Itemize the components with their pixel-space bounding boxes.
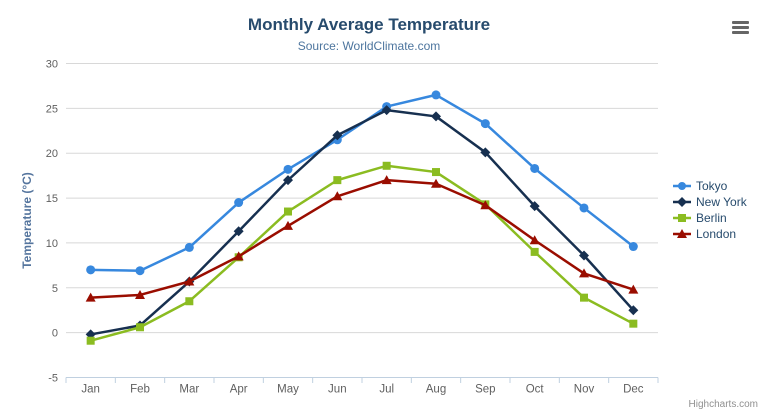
- circle-series-marker-icon: [673, 182, 691, 190]
- svg-text:Feb: Feb: [130, 384, 150, 396]
- hamburger-menu-icon: [732, 21, 749, 24]
- x-axis-labels: Jan Feb Mar Apr May Jun Jul Aug Sep Oct Nov Dec: [81, 384, 643, 396]
- series-london: [85, 175, 639, 302]
- svg-text:May: May: [277, 384, 299, 396]
- legend-label: Berlin: [696, 211, 727, 225]
- square-series-marker-icon: [673, 214, 691, 222]
- svg-text:30: 30: [46, 59, 58, 71]
- export-menu-button[interactable]: [731, 20, 750, 36]
- credits-link[interactable]: Highcharts.com: [688, 399, 758, 410]
- svg-text:5: 5: [52, 283, 58, 295]
- svg-text:0: 0: [52, 328, 58, 340]
- series-tokyo: [86, 90, 638, 276]
- svg-text:Jul: Jul: [379, 384, 394, 396]
- svg-text:Mar: Mar: [179, 384, 199, 396]
- legend-item-tokyo[interactable]: Tokyo: [672, 178, 747, 194]
- svg-text:Dec: Dec: [623, 384, 644, 396]
- hamburger-menu-icon: [732, 26, 749, 29]
- svg-text:15: 15: [46, 193, 58, 205]
- series-new-york: [85, 105, 639, 340]
- svg-text:10: 10: [46, 238, 58, 250]
- chart-title: Monthly Average Temperature: [247, 15, 491, 34]
- svg-text:Aug: Aug: [426, 384, 446, 396]
- x-axis: [65, 377, 659, 383]
- y-axis-title: Temperature (°C): [20, 172, 34, 269]
- svg-text:Nov: Nov: [574, 384, 595, 396]
- series-berlin: [86, 161, 638, 345]
- svg-text:Apr: Apr: [230, 384, 248, 396]
- legend-item-london[interactable]: London: [672, 226, 747, 242]
- svg-text:Jun: Jun: [328, 384, 347, 396]
- y-axis-labels: 30 25 20 15 10 5 0 -5: [46, 59, 58, 385]
- legend-item-new-york[interactable]: New York: [672, 194, 747, 210]
- svg-text:-5: -5: [48, 373, 58, 385]
- chart-subtitle: Source: WorldClimate.com: [297, 39, 441, 53]
- legend-item-berlin[interactable]: Berlin: [672, 210, 747, 226]
- gridlines: [66, 63, 658, 378]
- legend: Tokyo New York Berlin London: [672, 178, 747, 242]
- svg-text:Jan: Jan: [81, 384, 100, 396]
- legend-label: London: [696, 227, 737, 241]
- svg-text:20: 20: [46, 148, 58, 160]
- svg-text:Oct: Oct: [526, 384, 545, 396]
- legend-label: New York: [696, 195, 747, 209]
- legend-label: Tokyo: [696, 179, 728, 193]
- diamond-series-marker-icon: [673, 197, 691, 207]
- triangle-series-marker-icon: [673, 229, 691, 238]
- hamburger-menu-icon: [732, 31, 749, 34]
- svg-text:Sep: Sep: [475, 384, 495, 396]
- svg-text:25: 25: [46, 103, 58, 115]
